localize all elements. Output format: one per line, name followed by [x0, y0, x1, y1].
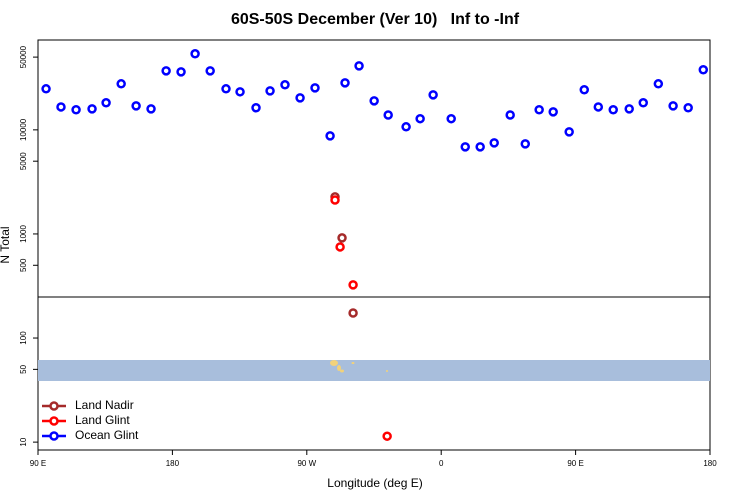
point	[340, 78, 350, 88]
point	[653, 79, 664, 89]
point	[87, 104, 97, 114]
point	[608, 105, 618, 115]
point	[330, 195, 340, 205]
point	[131, 101, 141, 111]
point	[369, 96, 379, 106]
point	[101, 98, 111, 108]
map-land	[330, 360, 388, 373]
point	[190, 49, 200, 59]
point	[593, 102, 604, 112]
point	[564, 127, 574, 137]
y-tick-label: 10000	[19, 118, 28, 141]
point	[116, 79, 126, 89]
point	[265, 86, 275, 96]
point	[638, 98, 648, 108]
x-tick-label: 180	[703, 459, 717, 468]
x-tick-label: 180	[166, 459, 180, 468]
point	[310, 83, 320, 93]
point	[382, 431, 392, 441]
y-axis-label: N Total	[0, 226, 12, 263]
legend-marker	[49, 416, 59, 426]
map-strip	[38, 360, 710, 381]
point	[325, 131, 335, 141]
point	[335, 242, 345, 252]
point	[205, 66, 215, 76]
point	[221, 84, 231, 94]
point	[146, 104, 156, 114]
point	[56, 102, 66, 112]
y-tick-label: 50000	[19, 45, 28, 68]
point	[460, 142, 470, 152]
point	[354, 61, 364, 71]
point	[534, 105, 544, 115]
y-tick-label: 100	[19, 331, 28, 345]
point	[505, 110, 515, 120]
point	[548, 107, 558, 117]
legend-label: Land Glint	[75, 413, 130, 427]
point	[337, 233, 347, 243]
legend-label: Land Nadir	[75, 398, 134, 412]
point	[383, 110, 393, 120]
point	[280, 80, 290, 90]
chart-title: 60S-50S December (Ver 10) Inf to -Inf	[231, 11, 520, 28]
legend-marker	[49, 401, 59, 411]
point	[415, 113, 425, 124]
legend-label: Ocean Glint	[75, 428, 139, 442]
y-tick-label: 500	[19, 258, 28, 272]
point	[624, 104, 634, 114]
point	[176, 67, 186, 77]
x-tick-label: 90 E	[30, 459, 46, 468]
y-tick-label: 50	[19, 364, 28, 373]
x-tick-label: 90 W	[297, 459, 316, 468]
point	[489, 138, 499, 148]
y-tick-label: 1000	[19, 224, 28, 242]
point	[401, 122, 411, 132]
point	[251, 103, 261, 113]
point	[668, 101, 678, 111]
point	[698, 65, 709, 75]
y-tick-label: 5000	[19, 152, 28, 170]
point	[71, 105, 81, 115]
x-axis-label: Longitude (deg E)	[327, 476, 422, 490]
point	[161, 66, 171, 76]
point	[683, 103, 693, 113]
point	[475, 142, 485, 152]
point	[428, 90, 438, 100]
y-tick-label: 10	[19, 437, 28, 446]
legend-marker	[49, 431, 59, 441]
point	[348, 280, 358, 290]
point	[295, 93, 305, 103]
point	[41, 84, 51, 94]
x-tick-label: 90 E	[567, 459, 583, 468]
point	[348, 308, 358, 318]
point	[579, 84, 590, 95]
point	[235, 87, 245, 97]
point	[520, 139, 531, 149]
plot-frame	[37, 39, 711, 451]
point	[446, 113, 456, 124]
x-tick-label: 0	[439, 459, 444, 468]
